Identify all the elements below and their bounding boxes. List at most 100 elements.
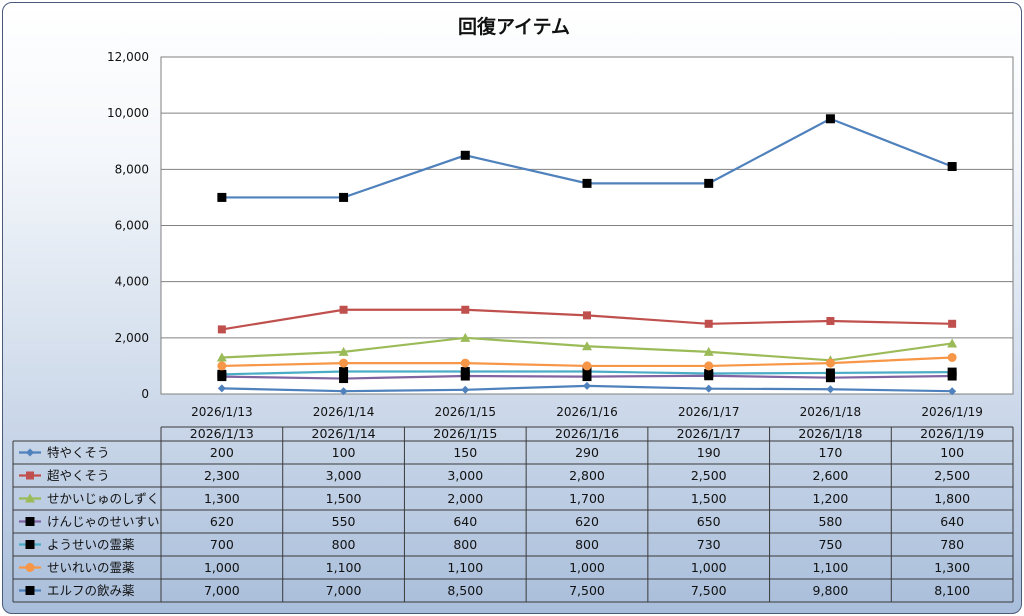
data-label: 1,500 (326, 491, 362, 506)
table-header-date: 2026/1/19 (920, 426, 984, 441)
data-label: 2,800 (569, 468, 605, 483)
data-point (339, 358, 349, 368)
x-tick-label: 2026/1/13 (191, 405, 253, 419)
data-point (339, 367, 349, 377)
data-point (460, 358, 470, 368)
chart-title: 回復アイテム (458, 15, 570, 38)
data-label: 1,700 (569, 491, 605, 506)
legend-key-marker (25, 586, 35, 595)
data-point (704, 361, 714, 371)
data-label: 9,800 (813, 583, 849, 598)
data-label: 7,000 (204, 583, 240, 598)
data-point (338, 346, 349, 356)
data-point (339, 305, 348, 314)
data-point (826, 385, 835, 394)
series-name: 超やくそう (47, 468, 110, 483)
table-header-date: 2026/1/14 (312, 426, 376, 441)
data-point (947, 162, 957, 172)
data-label: 800 (575, 537, 599, 552)
table-header-date: 2026/1/16 (555, 426, 619, 441)
data-label: 620 (575, 514, 599, 529)
series-name: せかいじゅのしずく (47, 491, 159, 506)
legend-key-marker (26, 471, 34, 480)
data-point (460, 332, 471, 342)
data-point (703, 346, 714, 356)
data-label: 640 (940, 514, 964, 529)
data-point (583, 311, 591, 320)
data-label: 1,000 (569, 560, 605, 575)
data-point (947, 352, 957, 362)
y-tick-label: 0 (141, 387, 149, 401)
series-name: けんじゃのせいすい (47, 514, 160, 529)
legend-key-marker (25, 517, 35, 526)
data-label: 1,200 (813, 491, 849, 506)
y-tick-label: 10,000 (107, 106, 149, 120)
data-label: 620 (210, 514, 234, 529)
data-point (825, 114, 835, 124)
data-label: 640 (453, 514, 477, 529)
data-point (582, 178, 592, 188)
chart-svg: 回復アイテム 0 2,000 4,000 6,000 8,000 10,000 12,000… (12, 15, 1014, 603)
data-label: 2,500 (691, 468, 727, 483)
data-label: 700 (210, 537, 234, 552)
data-label: 650 (697, 514, 721, 529)
data-point (217, 192, 227, 202)
x-tick-label: 2026/1/14 (313, 405, 375, 419)
data-label: 1,000 (691, 560, 727, 575)
data-point (216, 352, 227, 362)
data-label: 1,300 (204, 491, 240, 506)
data-label: 780 (940, 537, 964, 552)
data-point (217, 384, 226, 393)
data-point (582, 367, 592, 377)
legend-key-marker (25, 540, 35, 549)
data-label: 550 (332, 514, 356, 529)
data-point (339, 192, 349, 202)
data-point (947, 367, 957, 377)
data-point (217, 325, 226, 334)
x-tick-label: 2026/1/18 (800, 405, 862, 419)
data-label: 170 (818, 445, 842, 460)
data-label: 800 (453, 537, 477, 552)
table-header-date: 2026/1/17 (677, 426, 741, 441)
legend-key-marker (25, 493, 35, 503)
series-name: せいれいの霊薬 (47, 560, 135, 575)
table-header-date: 2026/1/15 (433, 426, 497, 441)
data-label: 2,600 (813, 468, 849, 483)
data-point (339, 374, 349, 384)
x-tick-label: 2026/1/16 (556, 405, 618, 419)
data-label: 7,500 (691, 583, 727, 598)
x-tick-label: 2026/1/15 (435, 405, 497, 419)
data-point (947, 338, 958, 348)
data-label: 1,100 (813, 560, 849, 575)
data-point (583, 381, 591, 390)
data-label: 580 (818, 514, 842, 529)
data-label: 3,000 (326, 468, 362, 483)
legend-key-marker (26, 448, 34, 457)
data-label: 7,000 (326, 583, 362, 598)
data-point (461, 385, 470, 394)
y-tick-label: 12,000 (107, 50, 149, 64)
x-tick-label: 2026/1/17 (678, 405, 740, 419)
data-label: 800 (332, 537, 356, 552)
plot-area: 0 2,000 4,000 6,000 8,000 10,000 12,000 2026/1/… (107, 50, 1014, 419)
data-point (582, 372, 592, 382)
data-label: 290 (575, 445, 599, 460)
data-point (339, 387, 348, 396)
y-tick-label: 6,000 (115, 219, 149, 233)
data-point (948, 387, 957, 396)
data-label: 750 (818, 537, 842, 552)
data-label: 190 (697, 445, 721, 460)
data-point (582, 361, 592, 371)
series-name: 特やくそう (47, 445, 110, 460)
data-point (704, 319, 713, 328)
data-point (948, 319, 957, 328)
legend-key-marker (25, 563, 35, 572)
y-tick-label: 8,000 (115, 162, 149, 176)
data-point (704, 384, 713, 393)
data-point (825, 373, 835, 383)
data-label: 730 (697, 537, 721, 552)
data-label: 1,500 (691, 491, 727, 506)
data-label: 100 (332, 445, 356, 460)
data-label: 200 (210, 445, 234, 460)
